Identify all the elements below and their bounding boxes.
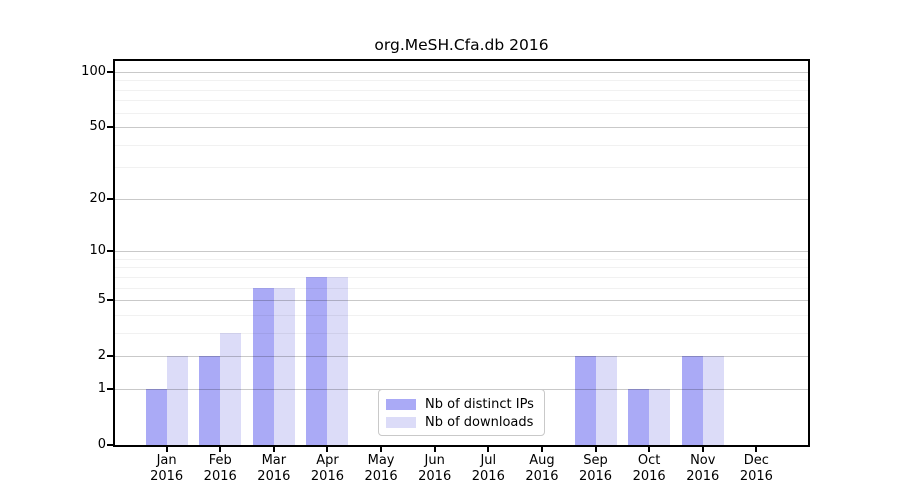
y-tick-label-2: 2 <box>97 348 106 364</box>
minor-gridline-80 <box>115 89 808 91</box>
x-tick-label-apr: Apr 2016 <box>310 453 344 484</box>
x-tick-mark-sep <box>594 447 597 452</box>
x-tick-label-aug: Aug 2016 <box>525 453 559 484</box>
minor-gridline-6 <box>115 287 808 289</box>
y-tick-label-10: 10 <box>89 243 106 259</box>
bar-nov-distinct-ips <box>681 356 703 445</box>
x-tick-label-feb: Feb 2016 <box>203 453 237 484</box>
minor-gridline-40 <box>115 144 808 146</box>
major-gridline-2 <box>115 356 808 358</box>
legend-label-distinct-ips: Nb of distinct IPs <box>425 396 534 412</box>
minor-gridline-4 <box>115 314 808 316</box>
major-gridline-50 <box>115 127 808 129</box>
major-gridline-100 <box>115 71 808 73</box>
y-tick-mark-5 <box>107 299 113 302</box>
x-tick-label-nov: Nov 2016 <box>686 453 720 484</box>
bar-nov-downloads <box>702 356 724 445</box>
x-tick-mark-aug <box>540 447 543 452</box>
minor-gridline-9 <box>115 258 808 260</box>
minor-gridline-7 <box>115 276 808 278</box>
y-tick-label-1: 1 <box>97 380 106 396</box>
legend-swatch-downloads <box>386 416 416 428</box>
bar-feb-downloads <box>220 332 242 445</box>
minor-gridline-8 <box>115 267 808 269</box>
bar-sep-distinct-ips <box>574 356 596 445</box>
y-tick-mark-0 <box>107 444 113 446</box>
x-tick-mark-jun <box>433 447 436 452</box>
x-tick-label-dec: Dec 2016 <box>739 453 773 484</box>
major-gridline-10 <box>115 251 808 253</box>
y-tick-mark-100 <box>107 70 113 73</box>
x-tick-mark-feb <box>219 447 222 452</box>
x-tick-label-sep: Sep 2016 <box>578 453 613 484</box>
y-tick-mark-10 <box>107 250 113 253</box>
legend-label-downloads: Nb of downloads <box>425 414 534 430</box>
y-tick-label-20: 20 <box>89 190 106 206</box>
bar-apr-downloads <box>327 276 349 445</box>
x-tick-mark-nov <box>701 447 704 452</box>
minor-gridline-70 <box>115 100 808 102</box>
major-gridline-5 <box>115 300 808 302</box>
x-tick-mark-mar <box>272 447 275 452</box>
bar-feb-distinct-ips <box>199 356 221 445</box>
y-tick-label-100: 100 <box>81 63 106 79</box>
minor-gridline-3 <box>115 332 808 334</box>
legend-item-downloads: Nb of downloads <box>386 413 536 431</box>
bar-jan-distinct-ips <box>145 388 167 445</box>
bar-jan-downloads <box>166 356 188 445</box>
bar-mar-distinct-ips <box>252 287 274 445</box>
x-tick-label-jan: Jan 2016 <box>150 453 184 484</box>
bar-sep-downloads <box>595 356 617 445</box>
x-tick-mark-jan <box>165 447 168 452</box>
x-tick-label-jun: Jun 2016 <box>418 453 452 484</box>
bar-oct-downloads <box>649 388 671 445</box>
bar-oct-distinct-ips <box>628 388 650 445</box>
y-tick-label-0: 0 <box>97 437 106 452</box>
x-tick-label-may: May 2016 <box>364 453 398 484</box>
minor-gridline-30 <box>115 167 808 169</box>
x-tick-mark-may <box>380 447 383 452</box>
chart-title: org.MeSH.Cfa.db 2016 <box>374 36 549 54</box>
x-tick-mark-dec <box>755 447 758 452</box>
x-tick-mark-apr <box>326 447 329 452</box>
legend-swatch-distinct-ips <box>386 398 416 410</box>
y-tick-label-5: 5 <box>97 292 106 308</box>
minor-gridline-60 <box>115 112 808 114</box>
y-tick-label-50: 50 <box>89 119 106 135</box>
y-tick-mark-2 <box>107 355 113 358</box>
x-tick-label-mar: Mar 2016 <box>257 453 291 484</box>
x-tick-mark-jul <box>487 447 490 452</box>
minor-gridline-90 <box>115 80 808 82</box>
legend-item-distinct-ips: Nb of distinct IPs <box>386 395 536 413</box>
major-gridline-20 <box>115 198 808 200</box>
x-tick-label-oct: Oct 2016 <box>632 453 666 484</box>
x-tick-label-jul: Jul 2016 <box>471 453 505 484</box>
legend: Nb of distinct IPs Nb of downloads <box>378 389 545 436</box>
y-tick-mark-20 <box>107 197 113 200</box>
bar-apr-distinct-ips <box>306 276 328 445</box>
bar-mar-downloads <box>273 287 295 445</box>
y-tick-mark-1 <box>107 387 113 390</box>
x-tick-mark-oct <box>648 447 651 452</box>
y-tick-mark-50 <box>107 126 113 129</box>
